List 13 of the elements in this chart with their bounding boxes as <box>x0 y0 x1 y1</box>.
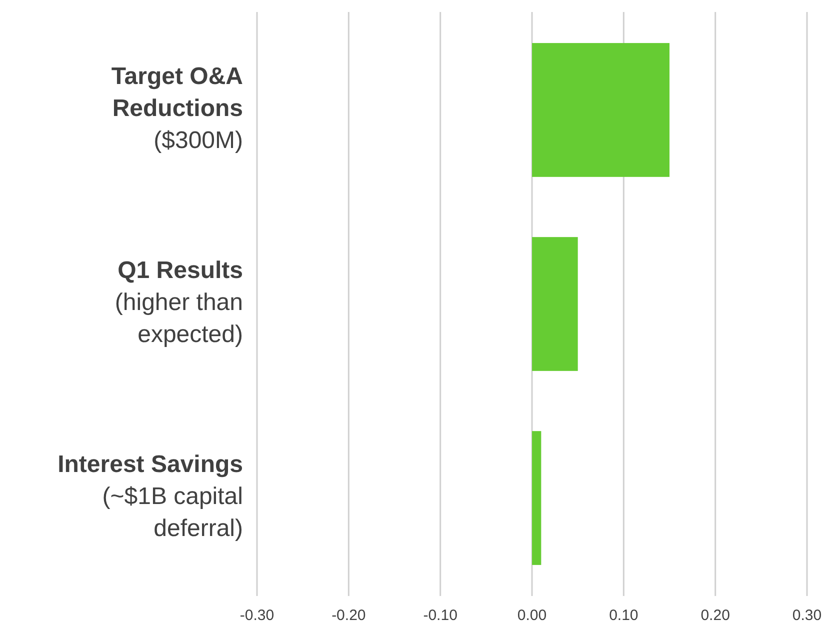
bar <box>532 43 670 177</box>
bar <box>532 237 578 371</box>
x-tick-label: -0.10 <box>423 607 458 624</box>
x-tick-label: -0.30 <box>240 607 274 624</box>
x-tick-label: 0.30 <box>792 607 822 624</box>
x-tick-label: 0.10 <box>609 607 638 624</box>
y-tick-label: Q1 Results (higher than expected) <box>114 257 243 348</box>
x-tick-label: -0.20 <box>332 607 366 624</box>
y-tick-label: Target O&A Reductions ($300M) <box>111 63 243 154</box>
x-tick-label: 0.00 <box>517 607 547 624</box>
x-tick-label: 0.20 <box>700 607 730 624</box>
y-tick-label: Interest Savings (~$1B capital deferral) <box>58 451 243 542</box>
bar <box>532 431 542 565</box>
